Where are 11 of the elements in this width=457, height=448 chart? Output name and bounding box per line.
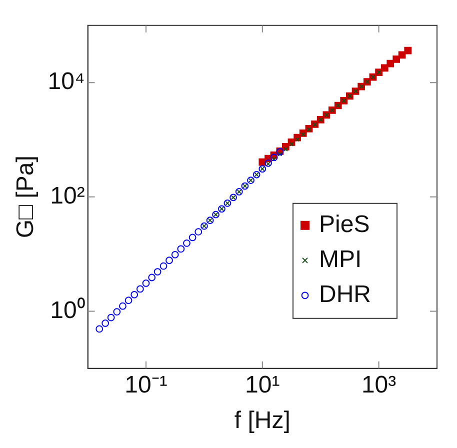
legend-label: PieS bbox=[319, 211, 370, 238]
x-axis-title: f [Hz] bbox=[234, 407, 290, 434]
x-tick-label: 10⁻¹ bbox=[124, 371, 168, 398]
x-tick-label: 10¹ bbox=[245, 371, 280, 398]
y-tick-label: 10⁰ bbox=[50, 296, 85, 324]
legend-label: DHR bbox=[319, 281, 372, 308]
x-tick-label: 10³ bbox=[361, 371, 396, 398]
y-tick-label: 10⁴ bbox=[48, 68, 85, 96]
y-axis-title: G□ [Pa] bbox=[12, 156, 40, 238]
y-tick-label: 10² bbox=[50, 182, 85, 210]
legend-label: MPI bbox=[319, 246, 362, 274]
